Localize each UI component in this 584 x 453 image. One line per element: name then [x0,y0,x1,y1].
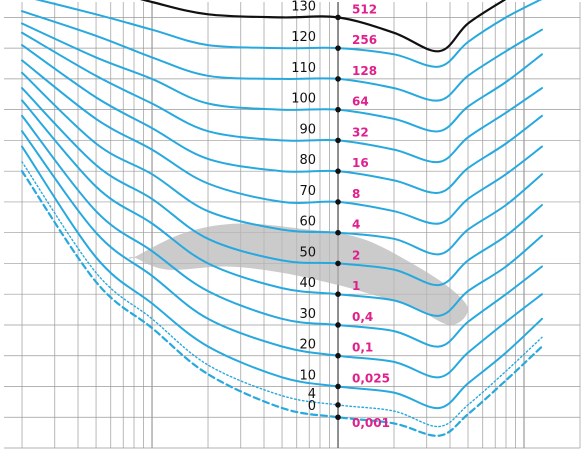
curve-50-phon [21,87,543,287]
labels-layer: 1301201101009080706050403020104051225612… [291,0,390,430]
reference-dots-layer [335,14,341,421]
reference-dot-90 [335,137,341,144]
speech-region-layer [128,223,469,326]
reference-dot-50 [335,260,341,267]
phon-label: 70 [299,184,316,199]
phon-label: 20 [299,338,316,353]
reference-dot-10 [335,383,341,390]
curve-20-phon [21,130,543,379]
reference-dot-130 [335,14,341,21]
sone-label: 512 [352,2,377,16]
curve-60-phon [21,71,543,256]
curve-30-phon [21,114,543,348]
curve-70-phon [21,59,543,225]
sone-label: 32 [352,125,369,139]
curve-4-phon [21,161,543,428]
sone-label: 128 [352,64,377,78]
reference-dot-110 [335,76,341,82]
phon-label: 60 [299,215,316,230]
phon-label: 110 [291,61,316,76]
phon-label: 120 [291,30,316,45]
sone-label: 0,4 [352,310,373,324]
curve-0-phon [20,170,544,437]
curve-80-phon [21,44,543,194]
reference-dot-40 [335,291,341,298]
sone-label: 0,1 [352,341,373,355]
reference-dot-30 [335,322,341,328]
sone-label: 1 [352,279,360,293]
sone-label: 256 [352,33,377,47]
reference-dot-4 [335,402,341,408]
reference-dot-60 [335,229,341,236]
phon-label: 50 [299,245,316,260]
sone-label: 16 [352,156,369,170]
sone-label: 4 [352,218,360,232]
speech-region [128,223,469,326]
phon-label: 100 [291,92,316,107]
reference-dot-100 [335,106,341,113]
reference-dot-120 [335,45,341,51]
phon-label: 10 [299,368,316,383]
sone-label: 8 [352,187,360,201]
sone-label: 0,025 [352,371,390,385]
curve-10-phon [21,145,543,410]
phon-label: 130 [291,0,316,14]
sone-label: 64 [352,95,369,109]
reference-dot-80 [335,168,341,174]
reference-dot-70 [335,199,341,205]
curve-90-phon [21,31,543,164]
phon-label: 0 [308,399,316,414]
phon-label: 40 [299,276,316,291]
sone-label: 2 [352,248,360,262]
phon-label: 90 [299,122,316,137]
phon-label: 80 [299,153,316,168]
phon-label: 4 [308,387,316,402]
curve-100-phon [21,22,543,133]
reference-dot-20 [335,352,341,359]
curve-40-phon [21,99,543,317]
reference-dot-0 [335,414,341,421]
phon-label: 30 [299,307,316,322]
sone-label: 0,001 [352,416,390,430]
